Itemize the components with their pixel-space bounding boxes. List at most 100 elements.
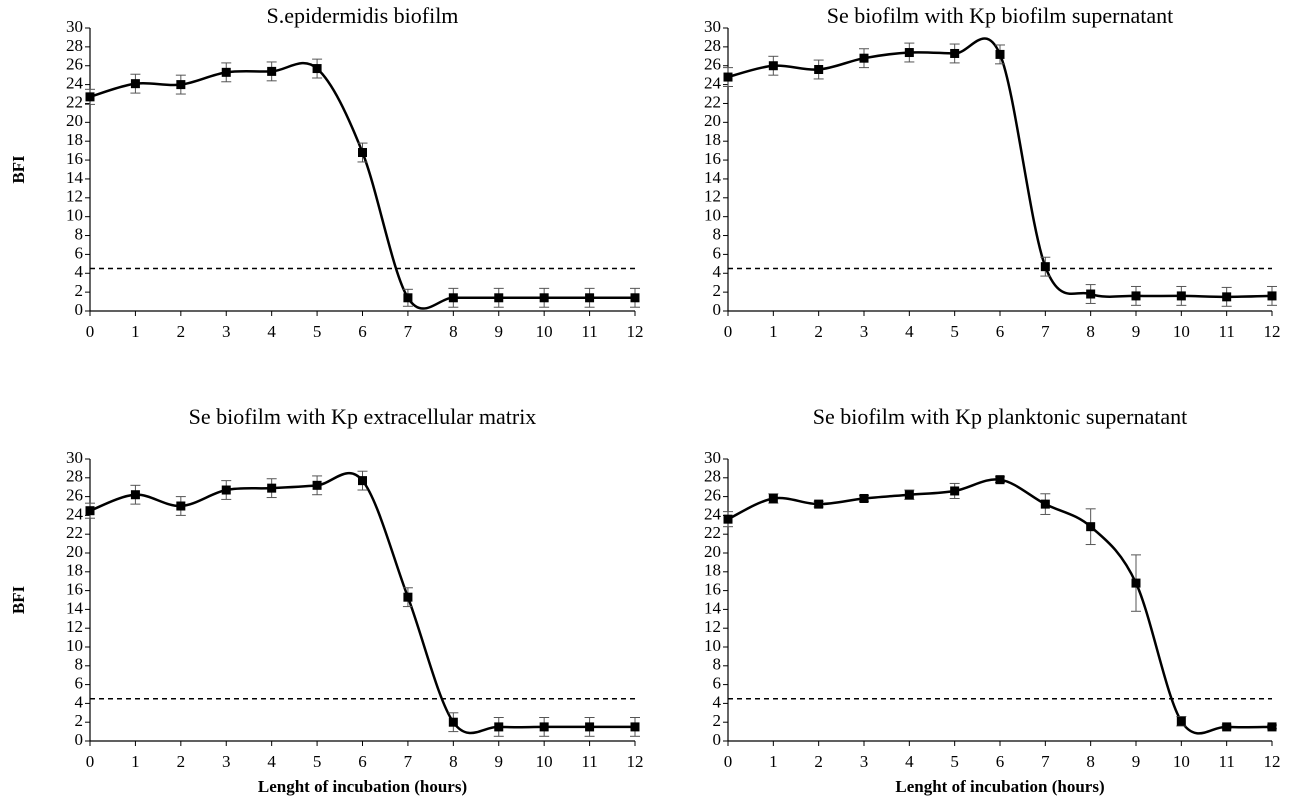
x-tick-label: 9 (1132, 752, 1141, 771)
y-tick-label: 24 (704, 504, 722, 523)
x-tick-label: 4 (267, 752, 276, 771)
x-tick-label: 3 (860, 752, 869, 771)
marker (904, 490, 914, 500)
x-tick-label: 0 (86, 322, 95, 341)
y-tick-label: 28 (66, 36, 83, 55)
marker (176, 501, 186, 511)
marker (130, 490, 140, 500)
marker (1131, 291, 1141, 301)
y-tick-label: 18 (704, 561, 721, 580)
y-tick-label: 12 (704, 617, 721, 636)
x-tick-label: 10 (1173, 322, 1190, 341)
data-line (727, 478, 1273, 735)
marker (859, 53, 869, 63)
y-tick-label: 4 (713, 262, 722, 281)
marker (448, 717, 458, 727)
x-tick-label: 5 (950, 752, 959, 771)
x-tick-label: 4 (905, 752, 914, 771)
y-tick-label: 6 (713, 674, 722, 693)
y-tick-label: 10 (704, 206, 721, 225)
x-tick-label: 6 (358, 322, 367, 341)
marker (1176, 716, 1186, 726)
x-tick-label: 12 (1264, 322, 1281, 341)
marker (312, 480, 322, 490)
y-tick-label: 16 (704, 580, 721, 599)
y-axis-label: BFI (9, 155, 28, 184)
x-tick-label: 8 (1086, 322, 1095, 341)
x-tick-label: 9 (495, 322, 504, 341)
y-tick-label: 12 (704, 187, 721, 206)
marker (539, 722, 549, 732)
marker (585, 722, 595, 732)
x-tick-label: 5 (313, 322, 322, 341)
y-tick-label: 14 (704, 168, 722, 187)
y-tick-label: 28 (704, 467, 721, 486)
y-tick-label: 8 (75, 224, 84, 243)
marker (221, 485, 231, 495)
y-tick-label: 8 (713, 224, 722, 243)
y-tick-label: 26 (704, 486, 721, 505)
y-tick-label: 18 (704, 130, 721, 149)
marker (585, 293, 595, 303)
x-tick-label: 12 (627, 752, 644, 771)
marker (403, 293, 413, 303)
y-tick-label: 30 (66, 17, 83, 36)
y-tick-label: 2 (713, 711, 722, 730)
y-tick-label: 20 (66, 111, 83, 130)
data-line (727, 37, 1273, 299)
marker (814, 499, 824, 509)
y-tick-label: 2 (713, 281, 722, 300)
y-axis-label: BFI (9, 585, 28, 614)
data-line (89, 472, 635, 735)
y-tick-label: 22 (66, 523, 83, 542)
y-tick-label: 24 (704, 74, 722, 93)
y-tick-label: 20 (704, 111, 721, 130)
x-tick-label: 7 (404, 322, 413, 341)
x-tick-label: 12 (1264, 752, 1281, 771)
y-tick-label: 4 (713, 692, 722, 711)
marker (630, 722, 640, 732)
marker (1176, 291, 1186, 301)
marker (1086, 289, 1096, 299)
x-tick-label: 1 (769, 322, 778, 341)
y-tick-label: 18 (66, 561, 83, 580)
marker (1040, 499, 1050, 509)
x-axis-label: Lenght of incubation (hours) (258, 777, 467, 796)
y-tick-label: 2 (75, 711, 84, 730)
x-tick-label: 5 (313, 752, 322, 771)
marker (723, 72, 733, 82)
x-tick-label: 5 (950, 322, 959, 341)
marker (130, 79, 140, 89)
y-tick-label: 22 (704, 92, 721, 111)
x-tick-label: 2 (177, 752, 186, 771)
x-tick-label: 10 (1173, 752, 1190, 771)
marker (1222, 722, 1232, 732)
y-tick-label: 28 (704, 36, 721, 55)
x-tick-label: 10 (536, 752, 553, 771)
x-tick-label: 8 (449, 752, 458, 771)
x-tick-label: 1 (769, 752, 778, 771)
y-tick-label: 16 (66, 580, 83, 599)
marker (768, 493, 778, 503)
y-tick-label: 8 (75, 655, 84, 674)
marker (950, 48, 960, 58)
chart-title: Se biofilm with Kp planktonic supernatan… (813, 404, 1188, 429)
chart-title: Se biofilm with Kp extracellular matrix (189, 404, 537, 429)
y-tick-label: 6 (713, 243, 722, 262)
y-tick-label: 16 (704, 149, 721, 168)
y-tick-label: 30 (66, 448, 83, 467)
x-tick-label: 3 (222, 322, 231, 341)
y-tick-label: 20 (704, 542, 721, 561)
marker (1267, 291, 1277, 301)
x-tick-label: 7 (1041, 752, 1050, 771)
x-tick-label: 6 (996, 752, 1005, 771)
marker (448, 293, 458, 303)
marker (176, 80, 186, 90)
x-tick-label: 3 (860, 322, 869, 341)
x-tick-label: 11 (1218, 322, 1234, 341)
y-tick-label: 4 (75, 262, 84, 281)
y-tick-label: 10 (66, 636, 83, 655)
marker (1086, 522, 1096, 532)
marker (723, 514, 733, 524)
y-tick-label: 8 (713, 655, 722, 674)
